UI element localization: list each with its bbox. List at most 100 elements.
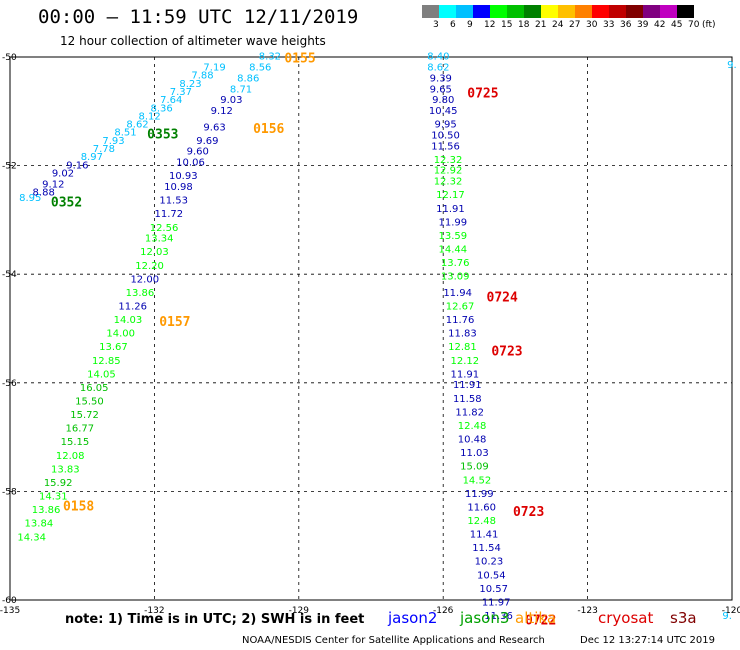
lon-tick-label: -120 (722, 606, 740, 616)
color-scale-label: 9 (467, 20, 473, 30)
page-title: 00:00 – 11:59 UTC 12/11/2019 (38, 6, 359, 28)
wave-height-value: 11.99 (439, 217, 468, 228)
wave-height-value: 12.20 (135, 261, 164, 272)
wave-height-value: 13.86 (32, 505, 61, 516)
lon-tick-label: -126 (433, 606, 454, 616)
color-scale-label: 45 (671, 20, 683, 30)
wave-height-value: 8.23 (179, 79, 201, 90)
color-scale-cell (541, 5, 558, 18)
wave-height-value: 14.00 (106, 329, 135, 340)
wave-height-value: 12.81 (448, 342, 477, 353)
wave-height-value: 7.88 (191, 71, 213, 82)
wave-height-value: 9.12 (211, 106, 233, 117)
wave-height-value: 7.78 (93, 144, 115, 155)
wave-height-value: 11.26 (118, 301, 147, 312)
wave-height-value: 13.59 (439, 231, 468, 242)
wave-height-value: 15.15 (61, 437, 90, 448)
wave-height-value: 9.80 (432, 95, 454, 106)
wave-height-value: 11.91 (453, 380, 482, 391)
wave-height-value: 8.86 (237, 73, 259, 84)
wave-height-value: 11.53 (159, 196, 188, 207)
pass-time-label: 0156 (253, 122, 284, 137)
wave-height-value: 9.12 (42, 179, 64, 190)
lat-tick-label: -60 (2, 596, 17, 606)
wave-height-value: 7.19 (203, 63, 225, 74)
wave-height-value: 9.16 (66, 160, 88, 171)
wave-height-value: 8.97 (81, 152, 103, 163)
wave-height-value: 12.67 (446, 301, 475, 312)
color-scale-label: 33 (603, 20, 615, 30)
wave-height-value: 7.93 (102, 136, 124, 147)
wave-height-value: 12.12 (451, 356, 480, 367)
footer-timestamp: Dec 12 13:27:14 UTC 2019 (580, 635, 715, 646)
wave-height-value: 9.03 (220, 95, 242, 106)
color-scale-bar (422, 5, 694, 18)
wave-height-value: 13.83 (51, 464, 80, 475)
wave-height-value: 11.72 (155, 209, 184, 220)
wave-height-value: 9.63 (203, 122, 225, 133)
wave-height-value: 14.34 (17, 532, 46, 543)
wave-height-value: 11.99 (465, 489, 494, 500)
wave-height-value: 12.92 (434, 166, 463, 177)
wave-height-value: 13.67 (99, 342, 128, 353)
color-scale-label: 39 (637, 20, 649, 30)
pass-time-label: 0724 (487, 290, 518, 305)
wave-height-value: 9.65 (430, 84, 452, 95)
wave-height-value: 8.95 (19, 193, 41, 204)
satellite-legend-item: jason2 (388, 609, 438, 627)
lat-tick-label: -54 (2, 270, 17, 280)
wave-height-value: 11.41 (470, 530, 499, 541)
color-scale-cell (558, 5, 575, 18)
wave-height-value: 13.34 (145, 234, 174, 245)
lon-tick-label: -129 (289, 606, 310, 616)
wave-height-value: 15.09 (460, 462, 489, 473)
wave-height-value: 10.23 (475, 557, 504, 568)
wave-height-value: 12.32 (434, 155, 463, 166)
wave-height-value: 12.48 (458, 421, 487, 432)
pass-time-label: 0158 (63, 499, 94, 514)
satellite-legend-item: altika (515, 609, 557, 627)
wave-height-value: 8.36 (150, 103, 172, 114)
pass-time-label: 0353 (147, 127, 178, 142)
lat-tick-label: -50 (2, 53, 17, 63)
pass-time-label: 0723 (513, 505, 544, 520)
wave-height-value: 9.60 (187, 147, 209, 158)
wave-height-value: 11.94 (443, 288, 472, 299)
color-scale-cell (473, 5, 490, 18)
pass-time-label: 0155 (284, 51, 315, 66)
wave-height-value: 12.85 (92, 356, 121, 367)
wave-height-value: 13.09 (441, 272, 470, 283)
wave-height-value: 9. (722, 611, 732, 622)
wave-height-value: 15.72 (70, 410, 99, 421)
wave-height-value: 11.82 (455, 407, 484, 418)
lon-tick-label: -123 (577, 606, 597, 616)
wave-height-value: 12.32 (434, 177, 463, 188)
color-scale-label: 3 (433, 20, 439, 30)
color-scale-label: 36 (620, 20, 632, 30)
pass-time-label: 0352 (51, 195, 82, 210)
wave-height-value: 14.03 (114, 315, 143, 326)
lat-tick-label: -52 (2, 162, 17, 172)
wave-height-value: 8.88 (33, 187, 55, 198)
wave-height-value: 9.69 (196, 136, 218, 147)
wave-height-value: 12.56 (150, 223, 179, 234)
color-scale-cell (643, 5, 660, 18)
wave-height-value: 11.91 (436, 204, 465, 215)
wave-height-value: 11.97 (482, 597, 511, 608)
satellite-legend-item: jason3 (460, 609, 510, 627)
wave-height-value: 15.50 (75, 397, 104, 408)
wave-height-value: 11.91 (451, 369, 480, 380)
wave-height-value: 10.48 (458, 435, 487, 446)
wave-height-value: 10.57 (479, 584, 508, 595)
wave-height-value: 7.37 (170, 87, 192, 98)
pass-time-label: 0157 (159, 315, 190, 330)
color-scale-label: (ft) (702, 20, 716, 30)
pass-time-label: 0723 (491, 345, 522, 360)
wave-height-value: 14.05 (87, 369, 116, 380)
wave-height-value: 13.86 (126, 288, 155, 299)
wave-height-value: 7.64 (160, 95, 182, 106)
wave-height-value: 11.56 (431, 141, 460, 152)
color-scale-label: 27 (569, 20, 581, 30)
wave-height-value: 10.93 (169, 171, 198, 182)
